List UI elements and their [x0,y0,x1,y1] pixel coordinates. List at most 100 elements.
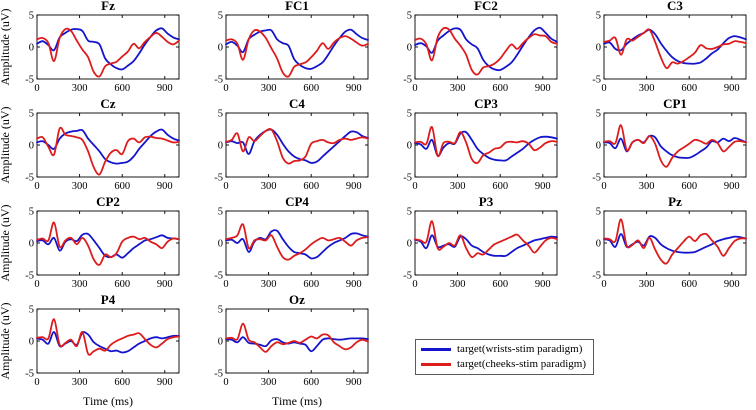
x-tick-label: 0 [223,377,228,388]
y-tick-label: 5 [29,305,34,316]
x-tick-label: 0 [601,181,606,192]
y-tick-label: -5 [592,271,601,282]
y-tick-label: 5 [407,207,412,218]
subplot-title: CP1 [663,98,687,111]
y-tick-label: 0 [218,141,223,152]
x-tick-label: 600 [303,279,319,290]
y-tick-label: 5 [29,11,34,22]
x-tick-label: 900 [535,181,551,192]
y-tick-label: 0 [407,43,412,54]
x-tick-label: 900 [157,83,173,94]
legend-item-wrists: target(wrists-stim paradigm) [421,343,586,356]
subplot-title: P3 [479,196,494,209]
legend-box: target(wrists-stim paradigm) target(chee… [415,339,594,375]
axes-box [36,112,180,178]
y-tick-label: 0 [596,141,601,152]
chart-cell-fc2: 0 300 600 900 5 0 -5 FC2 [378,0,567,98]
chart-cell-fc1: 0 300 600 900 5 0 -5 FC1 [189,0,378,98]
x-tick-label: 600 [681,181,697,192]
series-line-cheeks [414,26,558,76]
x-tick-label: 600 [303,377,319,388]
x-tick-label: 0 [34,181,39,192]
y-tick-label: -5 [592,75,601,86]
subplot-title: CP3 [474,98,498,111]
chart-cell-c4: 0 300 600 900 5 0 -5 C4 [189,98,378,196]
x-tick-label: 600 [492,279,508,290]
x-tick-label: 900 [724,83,740,94]
x-tick-label: 600 [492,181,508,192]
x-tick-label: 0 [601,279,606,290]
subplot-title: C4 [289,98,305,111]
chart-cell-fz: 0 300 600 900 5 0 -5 Fz Amplitude (uV) [0,0,189,98]
y-axis-label: Amplitude (uV) [0,303,12,380]
axes-box [225,112,369,178]
legend-item-cheeks: target(cheeks-stim paradigm) [421,358,586,371]
x-tick-label: 600 [114,181,130,192]
x-tick-label: 900 [157,377,173,388]
chart-cell-cp2: 0 300 600 900 5 0 -5 CP2 Amplitude (uV) [0,196,189,294]
x-tick-label: 300 [261,377,277,388]
x-tick-label: 900 [535,83,551,94]
y-tick-label: 0 [29,239,34,250]
y-tick-label: -5 [214,75,223,86]
x-tick-label: 600 [114,279,130,290]
x-tick-label: 300 [72,181,88,192]
y-tick-label: 5 [218,109,223,120]
x-tick-label: 600 [114,377,130,388]
x-tick-label: 900 [157,181,173,192]
series-line-wrists [225,128,369,164]
y-tick-label: 0 [29,337,34,348]
y-tick-label: 5 [29,109,34,120]
y-tick-label: -5 [25,369,34,380]
series-line-wrists [225,229,369,260]
legend-label-cheeks: target(cheeks-stim paradigm) [457,358,586,370]
y-tick-label: -5 [214,369,223,380]
y-tick-label: 5 [218,11,223,22]
x-tick-label: 0 [34,83,39,94]
x-tick-label: 0 [412,83,417,94]
x-tick-label: 0 [601,83,606,94]
series-line-cheeks [225,128,369,165]
y-tick-label: -5 [403,271,412,282]
y-tick-label: -5 [403,75,412,86]
x-tick-label: 0 [412,279,417,290]
y-tick-label: -5 [214,173,223,184]
chart-cell-cp3: 0 300 600 900 5 0 -5 CP3 [378,98,567,196]
series-line-cheeks [603,124,747,168]
x-tick-label: 0 [223,83,228,94]
x-tick-label: 900 [724,181,740,192]
y-tick-label: 5 [29,207,34,218]
x-tick-label: 0 [34,377,39,388]
x-tick-label: 300 [639,83,655,94]
y-tick-label: -5 [214,271,223,282]
y-axis-label: Amplitude (uV) [0,107,12,184]
y-tick-label: 0 [407,141,412,152]
y-tick-label: 5 [407,109,412,120]
series-line-cheeks [36,221,180,266]
x-tick-label: 600 [303,83,319,94]
subplot-title: P4 [101,294,116,307]
subplot-title: FC2 [474,0,498,13]
series-line-cheeks [603,28,747,70]
x-tick-label: 300 [72,377,88,388]
chart-cell-pz: 0 300 600 900 5 0 -5 Pz [567,196,756,294]
x-tick-label: 900 [346,181,362,192]
y-tick-label: -5 [25,271,34,282]
y-axis-label: Amplitude (uV) [0,205,12,282]
x-axis-label: Time (ms) [272,394,322,408]
series-line-cheeks [414,220,558,259]
chart-cell-cp1: 0 300 600 900 5 0 -5 CP1 [567,98,756,196]
subplot-title: C3 [667,0,683,13]
x-tick-label: 600 [681,279,697,290]
y-tick-label: 5 [218,305,223,316]
